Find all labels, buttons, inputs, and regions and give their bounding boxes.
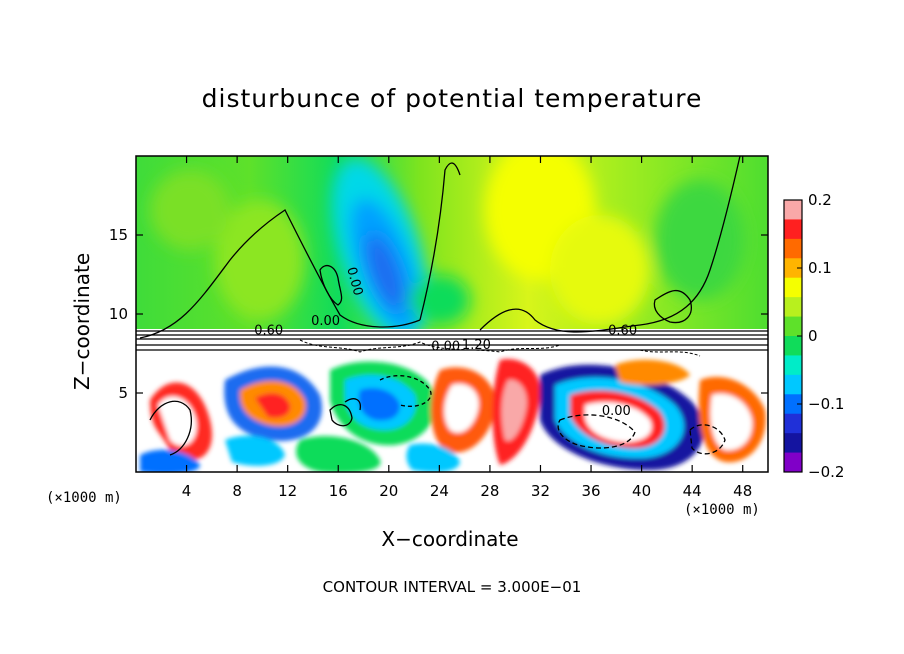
x-tick-label: 40 (632, 482, 651, 500)
x-tick-label: 32 (531, 482, 550, 500)
colorbar-swatch (784, 277, 802, 298)
plot-field (136, 156, 768, 472)
contour-interval-note: CONTOUR INTERVAL = 3.000E−01 (322, 578, 582, 596)
colorbar-swatch (784, 200, 802, 220)
contour-label: 0.00 (343, 266, 365, 298)
colorbar-swatch (784, 297, 802, 318)
contour-label: 0.60 (254, 324, 283, 339)
x-tick-label: 20 (379, 482, 398, 500)
colorbar-ticks: 0.2 0.1 0 −0.1 −0.2 (797, 191, 844, 481)
contour-labels: 0.600.000.600.00−1.200.000.00 (254, 266, 637, 420)
y-tick-label: 10 (109, 305, 128, 323)
contour-label: 0.00 (602, 404, 631, 419)
colorbar-swatch (784, 394, 802, 415)
contour-label: 0.00 (311, 314, 340, 329)
contour-label: 0.00 (431, 339, 460, 354)
colorbar-swatch (784, 219, 802, 240)
x-tick-label: 44 (683, 482, 702, 500)
contour-label: 0.60 (608, 324, 637, 339)
x-axis-ticks: 4 8 12 16 20 24 28 32 36 40 44 48 (182, 156, 752, 500)
y-tick-label: 15 (109, 226, 128, 244)
x-unit-label-right: (×1000 m) (684, 502, 760, 518)
colorbar-swatch (784, 258, 802, 279)
colorbar-swatch (784, 336, 802, 356)
colorbar-swatch (784, 413, 802, 434)
colorbar-tick-label: −0.2 (808, 463, 844, 481)
y-axis-ticks: 5 10 15 (109, 226, 768, 402)
chart-title: disturbunce of potential temperature (201, 84, 703, 113)
colorbar-swatch (784, 238, 802, 259)
colorbar-swatch (784, 452, 802, 473)
x-tick-label: 24 (430, 482, 449, 500)
colorbar-swatch (784, 355, 802, 376)
x-tick-label: 8 (232, 482, 242, 500)
colorbar-swatch (784, 374, 802, 395)
colorbar-tick-label: −0.1 (808, 395, 844, 413)
colorbar-swatch (784, 316, 802, 337)
contour-label: −1.20 (451, 338, 491, 353)
colorbar (784, 200, 802, 473)
x-tick-label: 28 (480, 482, 499, 500)
x-tick-label: 48 (733, 482, 752, 500)
x-tick-label: 36 (581, 482, 600, 500)
x-axis-label: X−coordinate (381, 527, 519, 551)
x-tick-label: 4 (182, 482, 192, 500)
x-tick-label: 12 (278, 482, 297, 500)
x-unit-label-left: (×1000 m) (46, 490, 122, 506)
colorbar-tick-label: 0.2 (808, 191, 832, 209)
colorbar-tick-label: 0.1 (808, 259, 832, 277)
colorbar-swatch (784, 433, 802, 454)
colorbar-tick-label: 0 (808, 327, 818, 345)
x-tick-label: 16 (329, 482, 348, 500)
y-tick-label: 5 (118, 384, 128, 402)
